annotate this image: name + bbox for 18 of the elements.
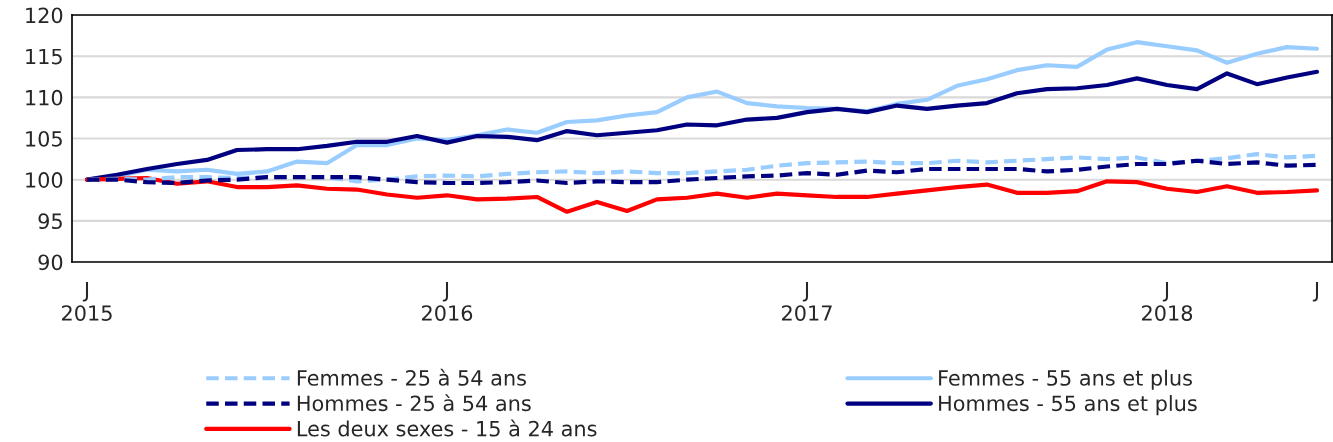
line-series xyxy=(84,175,1320,214)
x-tick-label: J 2017 xyxy=(782,282,832,321)
y-tick-label: 90 xyxy=(38,254,63,271)
legend-label: Les deux sexes - 15 à 24 ans xyxy=(297,419,597,437)
legend-label: Hommes - 55 ans et plus xyxy=(939,395,1197,416)
y-tick-label: 100 xyxy=(26,172,63,188)
x-tick-label: J xyxy=(1312,282,1319,302)
legend-label: Femmes - 25 à 54 ans xyxy=(297,368,526,386)
legend-label: Hommes - 25 à 54 ans xyxy=(297,394,531,412)
y-tick-label: 110 xyxy=(26,89,63,106)
y-tick-label: 105 xyxy=(26,130,62,147)
legend-label: Femmes - 55 ans et plus xyxy=(939,369,1192,390)
y-tick-label: 115 xyxy=(26,48,62,65)
x-tick-label: J 2016 xyxy=(422,282,473,321)
x-tick-label: J 2018 xyxy=(1142,282,1193,321)
y-tick-label: 95 xyxy=(38,213,62,230)
y-tick-label: 120 xyxy=(26,7,63,24)
x-tick-label: J 2015 xyxy=(62,282,112,321)
